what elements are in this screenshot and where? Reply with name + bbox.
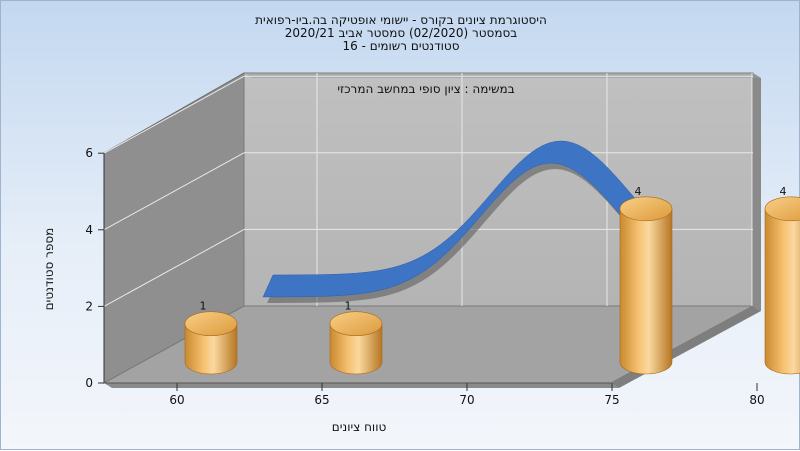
- bar: 1: [184, 300, 238, 375]
- y-tick-label: 0: [85, 376, 93, 390]
- bar-body: [619, 208, 673, 375]
- bar-top: [184, 311, 238, 337]
- bar-top: [329, 311, 383, 337]
- bars: 11443: [184, 185, 800, 375]
- axis-ticks: 0246606570758085: [85, 146, 764, 407]
- bar-value-label: 4: [635, 185, 642, 198]
- bar-value-label: 1: [345, 300, 352, 313]
- bar-top: [619, 196, 673, 222]
- x-tick-label: 80: [749, 393, 764, 407]
- x-tick-label: 70: [459, 393, 474, 407]
- chart-annotation: במשימה : ציון סופי במחשב המרכזי: [337, 82, 514, 96]
- x-tick-label: 65: [314, 393, 329, 407]
- x-tick-label: 60: [169, 393, 184, 407]
- bar-value-label: 1: [200, 300, 207, 313]
- grid-line-left: [103, 75, 245, 154]
- top-edge: [244, 73, 761, 78]
- grid-line-left: [103, 228, 245, 307]
- floor-front-edge: [104, 383, 619, 388]
- chart-title-line-1: היסטוגרמת ציונים בקורס - יישומי אופטיקה …: [255, 13, 547, 27]
- y-tick-label: 2: [85, 299, 93, 313]
- x-axis-label: טווח ציונים: [332, 420, 387, 434]
- y-tick-label: 4: [85, 223, 93, 237]
- chart-title-line-2: בסמסטר (02/2020) סמסטר אביב 2020/21: [284, 26, 518, 40]
- bar-body: [329, 323, 383, 375]
- grid-line-left: [103, 152, 245, 231]
- bar-value-label: 4: [780, 185, 787, 198]
- y-axis-label: מספר סטודנטים: [42, 228, 56, 311]
- bar-top: [764, 196, 800, 222]
- y-tick-label: 6: [85, 146, 93, 160]
- bar: 4: [619, 185, 673, 375]
- x-tick-label: 75: [604, 393, 619, 407]
- bar-body: [764, 208, 800, 375]
- chart-title-line-3: סטודנטים רשומים - 16: [342, 39, 460, 53]
- back-wall-edge: [753, 73, 761, 311]
- bar: 1: [329, 300, 383, 375]
- bar-body: [184, 323, 238, 375]
- bar: 4: [764, 185, 800, 375]
